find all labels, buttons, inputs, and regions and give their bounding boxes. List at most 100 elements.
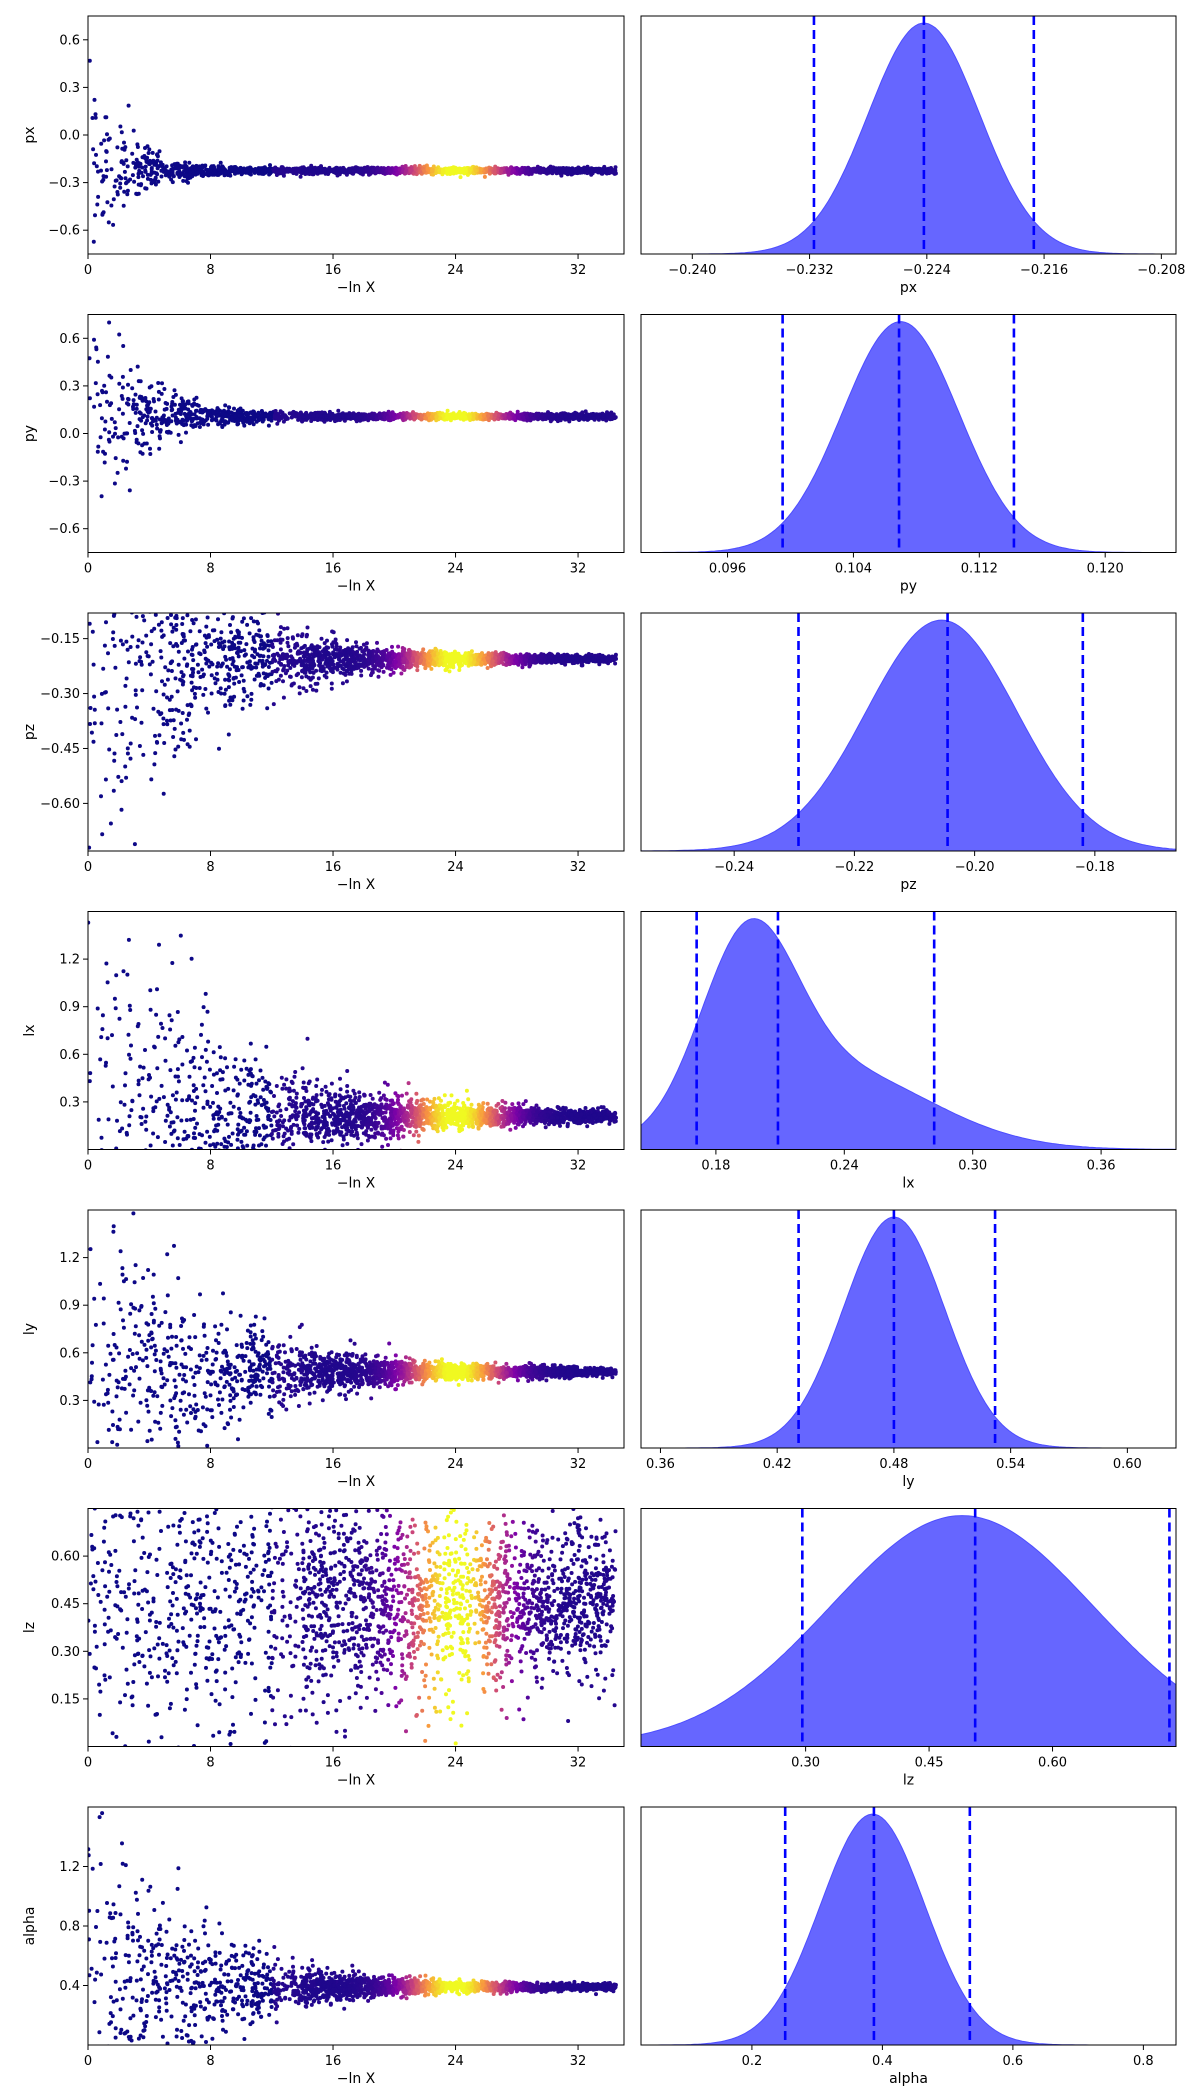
posterior-density [640,918,1177,1150]
x-tick-label: 24 [447,2054,464,2069]
x-tick-label: 0.60 [1113,1457,1142,1472]
x-tick-label: 24 [447,1457,464,1472]
y-tick-label: 0.9 [59,1000,80,1015]
x-tick-label: 24 [447,1159,464,1174]
trace-points [88,920,618,1150]
x-axis-label: −ln X [337,1474,376,1490]
x-tick-label: 24 [447,860,464,875]
trace-panel-lz: 0 8 16 24 32 0.60 0.45 0.30 0.15 −ln X lz [22,1508,625,1789]
x-tick-label: 16 [325,860,342,875]
x-axis-label: alpha [889,2071,928,2087]
x-tick-label: 32 [570,860,587,875]
x-axis-label: −ln X [337,2071,376,2087]
x-tick-label: 0.4 [872,2054,893,2069]
y-tick-label: 0.0 [59,129,80,144]
y-tick-label: −0.6 [48,224,80,239]
y-tick-label: 1.2 [59,1860,80,1875]
x-tick-label: 32 [570,1457,587,1472]
y-tick-label: 0.0 [59,427,80,442]
x-tick-label: −0.18 [1075,860,1115,875]
marginal-panel-pz: −0.24 −0.22 −0.20 −0.18 pz [640,612,1177,893]
trace-points [88,1211,618,1448]
y-tick-label: 1.2 [59,1251,80,1266]
x-tick-label: 24 [447,263,464,278]
y-tick-label: 0.60 [51,1550,80,1565]
trace-panel-alpha: 0 8 16 24 32 1.2 0.8 0.4 −ln X alpha [22,1806,625,2087]
marginal-frame [640,1209,1177,1449]
x-tick-label: 0.8 [1133,2054,1154,2069]
y-tick-label: 0.6 [59,1048,80,1063]
x-tick-label: 8 [206,1756,214,1771]
x-tick-label: −0.224 [903,263,951,278]
posterior-density [641,22,1176,255]
x-axis-label: −ln X [337,877,376,893]
x-axis-label: −ln X [337,1773,376,1789]
y-tick-label: 0.30 [51,1645,80,1660]
y-tick-label: 0.45 [51,1597,80,1612]
y-axis-label: alpha [22,1907,38,1946]
trace-panel-ly: 0 8 16 24 32 1.2 0.9 0.6 0.3 −ln X ly [22,1209,625,1490]
y-tick-label: 0.3 [59,1095,80,1110]
trace-points [88,320,618,499]
x-tick-label: 0 [84,1159,92,1174]
posterior-density [641,1216,1176,1449]
y-axis-label: py [22,425,38,442]
x-tick-label: −0.22 [834,860,874,875]
x-tick-label: 0.60 [1038,1756,1067,1771]
x-tick-label: 16 [325,263,342,278]
y-tick-label: −0.30 [40,687,80,702]
trace-points [88,613,618,850]
y-tick-label: −0.6 [48,522,80,537]
x-tick-label: 0.104 [835,562,872,577]
x-tick-label: 16 [325,1756,342,1771]
trace-points [88,58,618,244]
x-tick-label: 8 [206,860,214,875]
marginal-frame [640,612,1177,852]
x-tick-label: 0.2 [742,2054,763,2069]
x-tick-label: 0.112 [961,562,998,577]
y-axis-label: px [22,126,38,143]
x-tick-label: 0.54 [996,1457,1025,1472]
y-tick-label: 0.8 [59,1920,80,1935]
x-axis-label: py [900,579,917,595]
x-tick-label: 0.36 [1087,1159,1116,1174]
y-axis-label: lx [22,1024,38,1036]
marginal-panel-lz: 0.30 0.45 0.60 lz [640,1508,1177,1789]
x-tick-label: 16 [325,1457,342,1472]
x-tick-label: 16 [325,1159,342,1174]
x-axis-label: −ln X [337,579,376,595]
marginal-panel-alpha: 0.2 0.4 0.6 0.8 alpha [640,1806,1177,2087]
trace-points [88,1508,618,1747]
posterior-density [640,1515,1177,1747]
y-tick-label: −0.15 [40,632,80,647]
x-tick-label: 0 [84,1756,92,1771]
trace-frame [87,1806,625,2046]
x-tick-label: 8 [206,263,214,278]
x-tick-label: 24 [447,1756,464,1771]
trace-points [88,1811,618,2045]
x-tick-label: 24 [447,562,464,577]
x-tick-label: 0 [84,1457,92,1472]
x-tick-label: 0.30 [958,1159,987,1174]
y-tick-label: 0.3 [59,379,80,394]
x-tick-label: 0 [84,860,92,875]
y-tick-label: −0.3 [48,475,80,490]
x-tick-label: −0.216 [1020,263,1068,278]
x-axis-label: lz [903,1773,914,1789]
y-tick-label: 0.6 [59,1346,80,1361]
marginal-frame [640,314,1177,553]
x-axis-label: ly [902,1474,914,1490]
y-tick-label: −0.3 [48,176,80,191]
x-tick-label: 0.48 [879,1457,908,1472]
x-tick-label: 8 [206,2054,214,2069]
x-axis-label: −ln X [337,1176,376,1192]
marginal-panel-py: 0.096 0.104 0.112 0.120 py [640,314,1177,595]
x-tick-label: 16 [325,562,342,577]
x-tick-label: 32 [570,1756,587,1771]
x-axis-label: px [900,280,917,296]
y-tick-label: 0.6 [59,332,80,347]
x-tick-label: 8 [206,1159,214,1174]
x-tick-label: 0.36 [646,1457,675,1472]
x-tick-label: −0.24 [714,860,754,875]
y-tick-label: 0.3 [59,1394,80,1409]
